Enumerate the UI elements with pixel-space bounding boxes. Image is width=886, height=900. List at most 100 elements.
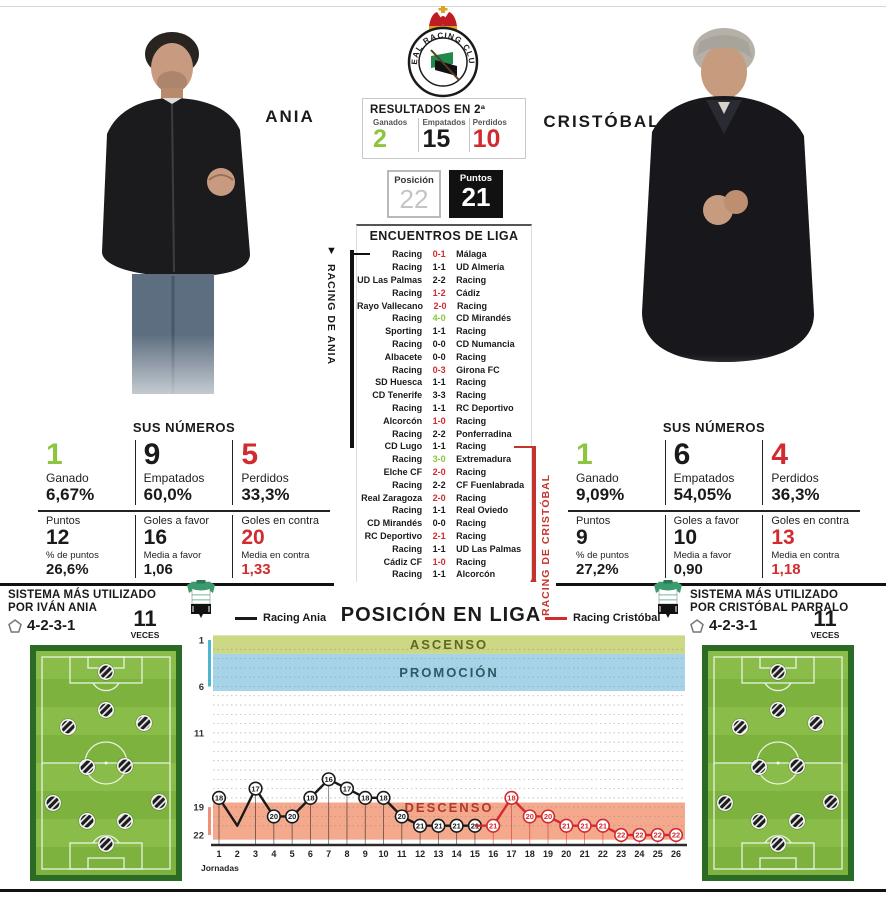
stat-cell: Goles a favor 10 Media a favor 0,90 — [664, 515, 763, 579]
player-marker — [116, 812, 134, 830]
svg-text:17: 17 — [343, 784, 351, 793]
ania-era-line — [350, 250, 354, 448]
stat-cell: 1 Ganado 9,09% — [576, 438, 625, 505]
formation-row-ania: 4-2-3-1 — [8, 617, 75, 634]
svg-text:20: 20 — [561, 849, 571, 859]
stat-cell: Puntos 9 % de puntos 27,2% — [576, 515, 629, 579]
match-row: Real Zaragoza 2-0 Racing — [361, 492, 487, 503]
stats-bottom-ania: Puntos 12 % de puntos 26,6% Goles a favo… — [38, 512, 330, 579]
player-marker — [135, 714, 153, 732]
svg-text:21: 21 — [489, 821, 497, 830]
formation-row-cristobal: 4-2-3-1 — [690, 617, 757, 634]
player-marker — [59, 718, 77, 736]
formation-label: 4-2-3-1 — [27, 617, 76, 634]
match-list: Racing 0-1 Málaga Racing 1-1 UD Almería UD Las… — [357, 248, 531, 581]
results-row: Ganados 2 Empatados 15 Perdidos 10 — [370, 118, 518, 152]
coach-photo-cristobal — [556, 28, 886, 444]
position-value: 22 — [399, 184, 429, 214]
svg-text:18: 18 — [379, 794, 387, 803]
player-marker — [822, 793, 840, 811]
stats-top-cristobal: 1 Ganado 9,09% 6 Empatados 54,05% 4 Perd… — [568, 440, 860, 512]
player-marker — [150, 793, 168, 811]
svg-text:25: 25 — [653, 849, 663, 859]
svg-text:10: 10 — [379, 849, 389, 859]
stat-cell: Goles en contra 13 Media en contra 1,18 — [762, 515, 860, 579]
svg-text:22: 22 — [193, 831, 204, 842]
system-line1: SISTEMA MÁS UTILIZADO — [8, 589, 157, 601]
legend-label: Racing Cristóbal — [573, 612, 661, 624]
results-drawn: Empatados 15 — [418, 118, 468, 152]
svg-text:20: 20 — [526, 812, 534, 821]
svg-text:15: 15 — [470, 849, 480, 859]
legend-cristobal: Racing Cristóbal — [545, 612, 660, 624]
match-row: Racing 0-0 CD Numancia — [392, 338, 515, 349]
legend-line-red — [545, 616, 567, 620]
svg-text:13: 13 — [433, 849, 443, 859]
results-won-value: 2 — [373, 125, 387, 153]
svg-text:18: 18 — [525, 849, 535, 859]
match-row: SD Huesca 1-1 Racing — [375, 377, 487, 388]
bottom-rule — [0, 889, 886, 892]
results-lost-label: Perdidos — [472, 118, 507, 127]
svg-text:18: 18 — [361, 794, 369, 803]
player-marker — [97, 701, 115, 719]
results-won-label: Ganados — [373, 118, 408, 127]
svg-text:20: 20 — [288, 812, 296, 821]
results-lost-value: 10 — [472, 125, 501, 153]
stat-cell: 9 Empatados 60,0% — [134, 440, 233, 505]
system-header-cristobal: SISTEMA MÁS UTILIZADO POR CRISTÓBAL PARR… — [690, 589, 886, 615]
svg-text:18: 18 — [215, 794, 223, 803]
pentagon-icon — [690, 618, 704, 633]
stat-cell: 6 Empatados 54,05% — [664, 440, 763, 505]
stat-cell: 5 Perdidos 33,3% — [232, 440, 330, 505]
svg-text:9: 9 — [363, 849, 368, 859]
svg-text:1: 1 — [199, 636, 205, 647]
svg-text:20: 20 — [398, 812, 406, 821]
points-value: 21 — [461, 182, 491, 212]
svg-text:18: 18 — [306, 794, 314, 803]
match-row: Racing 1-2 Cádiz — [392, 287, 481, 298]
legend-line-black — [235, 616, 257, 620]
svg-text:21: 21 — [580, 849, 590, 859]
svg-text:21: 21 — [580, 821, 588, 830]
stat-label: Ganado — [46, 471, 89, 485]
player-marker — [97, 663, 115, 681]
results-won: Ganados 2 — [370, 118, 418, 152]
kit-icon-ania — [187, 580, 215, 618]
match-row: Alcorcón 1-0 Racing — [383, 415, 487, 426]
svg-text:3: 3 — [253, 849, 258, 859]
league-position-chart: POSICIÓN EN LIGA Racing Ania Racing Cris… — [183, 596, 699, 890]
right-section-divider — [556, 583, 886, 586]
stat-value: 1 — [46, 438, 63, 471]
legend-label: Racing Ania — [263, 612, 327, 624]
svg-text:DESCENSO: DESCENSO — [405, 800, 494, 815]
svg-text:1: 1 — [216, 849, 221, 859]
svg-text:12: 12 — [415, 849, 425, 859]
stats-bottom-cristobal: Puntos 9 % de puntos 27,2% Goles a favor… — [568, 512, 860, 579]
stat-pct: 33,3% — [241, 485, 290, 504]
system-header-ania: SISTEMA MÁS UTILIZADO POR IVÁN ANIA — [8, 589, 180, 615]
stat-cell: 1 Ganado 6,67% — [38, 440, 135, 505]
svg-text:7: 7 — [326, 849, 331, 859]
club-crest-icon: REAL RACING CLUB — [393, 4, 479, 98]
svg-text:21: 21 — [562, 821, 570, 830]
stat-pct: 60,0% — [143, 485, 192, 504]
stat-cell: Goles a favor 16 Media a favor 1,06 — [134, 515, 233, 579]
match-row: Cádiz CF 1-0 Racing — [383, 556, 487, 567]
svg-text:21: 21 — [452, 821, 460, 830]
svg-text:PROMOCIÓN: PROMOCIÓN — [399, 665, 499, 680]
formation-label: 4-2-3-1 — [709, 617, 758, 634]
formation-pitch-cristobal — [702, 645, 854, 886]
match-row: Racing 3-0 Extremadura — [392, 454, 512, 465]
svg-text:26: 26 — [671, 849, 681, 859]
svg-text:20: 20 — [544, 812, 552, 821]
match-row: CD Tenerife 3-3 Racing — [372, 390, 487, 401]
match-row: UD Las Palmas 2-2 Racing — [357, 274, 487, 285]
player-marker — [788, 812, 806, 830]
system-line2: POR CRISTÓBAL PARRALO — [690, 602, 849, 615]
player-marker — [97, 835, 115, 853]
svg-text:16: 16 — [488, 849, 498, 859]
match-row: Racing 0-1 Málaga — [392, 249, 487, 260]
results-title: RESULTADOS EN 2ª — [370, 104, 486, 116]
player-marker — [769, 663, 787, 681]
